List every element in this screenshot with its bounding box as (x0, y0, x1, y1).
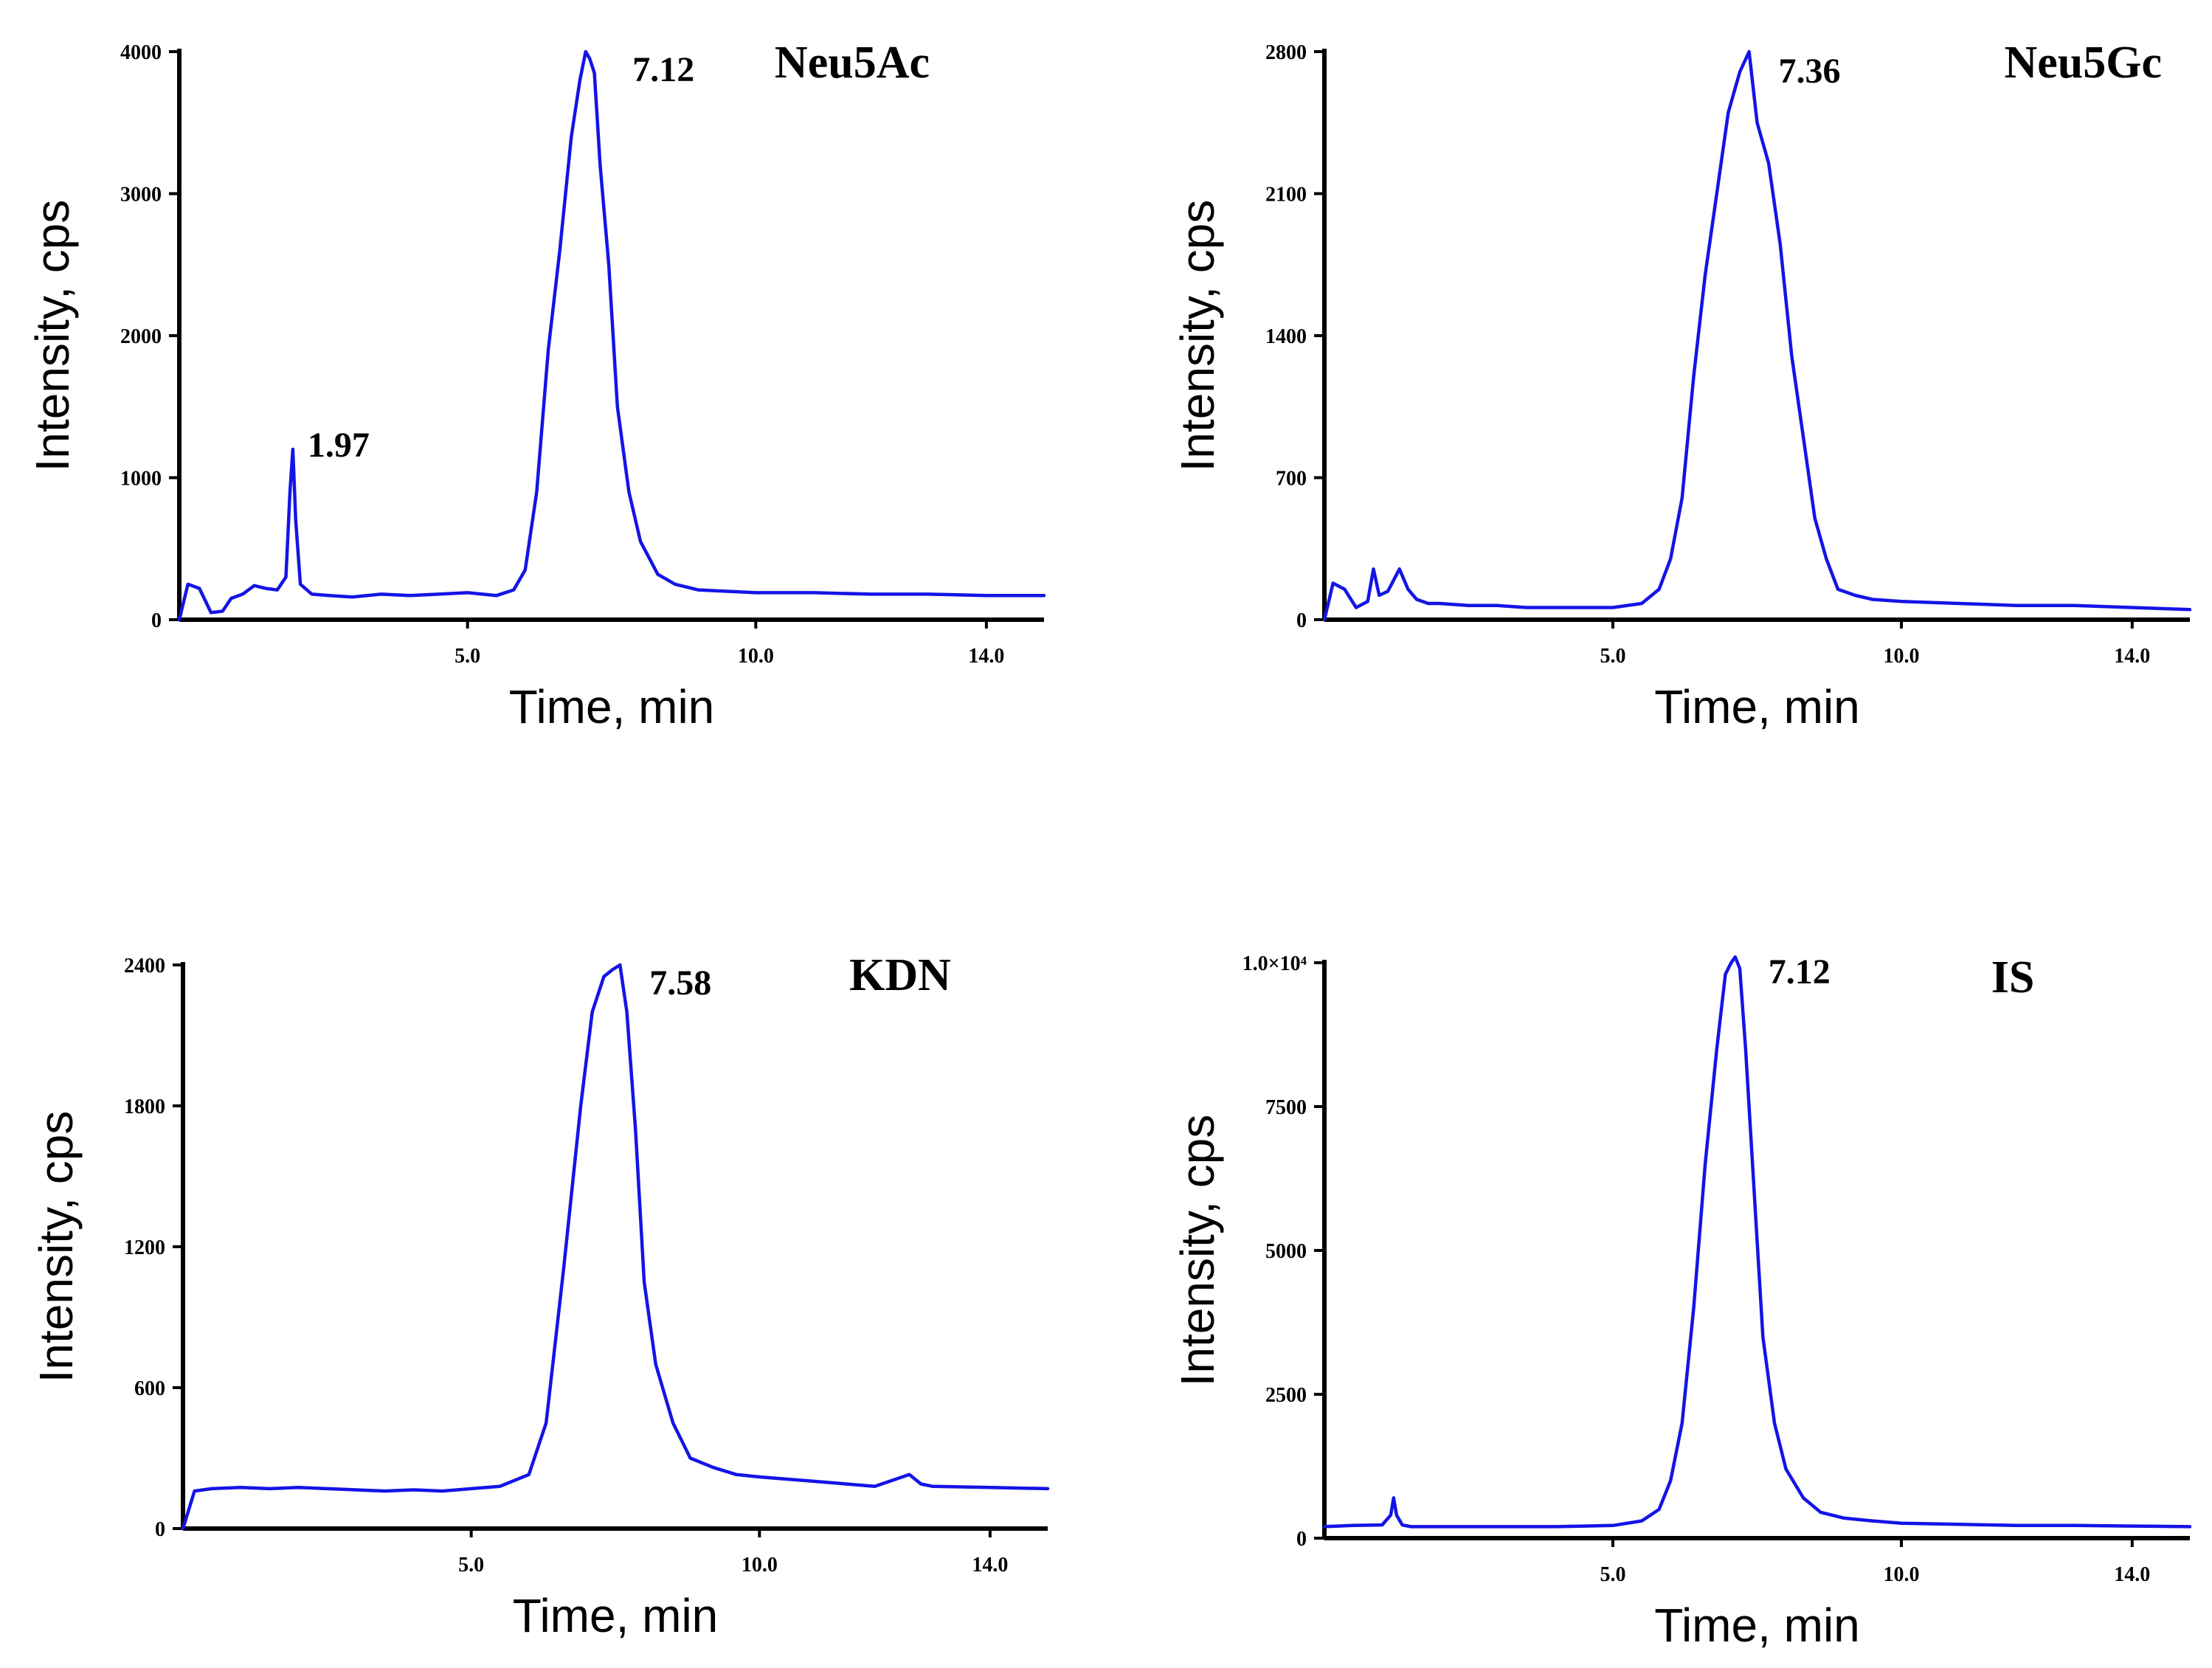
y-tick-label: 3000 (120, 184, 162, 207)
panel-title: Neu5Gc (2004, 38, 2162, 88)
x-axis-title: Time, min (1654, 680, 1860, 733)
peak-label: 7.12 (632, 50, 694, 89)
y-tick-label: 600 (134, 1377, 165, 1400)
x-tick-label: 5.0 (1600, 645, 1626, 668)
y-axis-title: Intensity, cps (1171, 1115, 1224, 1387)
y-tick-label: 1000 (120, 468, 162, 491)
peak-label: 7.12 (1769, 952, 1831, 992)
x-tick-label: 5.0 (455, 645, 480, 668)
series-line-neu5gc (1322, 49, 2192, 622)
y-tick-label: 4000 (120, 41, 162, 64)
y-tick-label: 700 (1276, 468, 1307, 491)
y-tick-label: 1400 (1265, 325, 1307, 348)
x-tick-label: 10.0 (738, 645, 774, 668)
x-tick-label: 5.0 (458, 1554, 484, 1577)
x-tick-label: 5.0 (1600, 1563, 1626, 1586)
y-tick-label: 2500 (1265, 1384, 1307, 1407)
x-tick-label: 10.0 (1884, 1563, 1920, 1586)
x-axis-title: Time, min (509, 680, 715, 733)
y-tick-label: 7500 (1265, 1096, 1307, 1119)
x-tick-label: 14.0 (2114, 645, 2150, 668)
y-tick-label: 0 (155, 1518, 165, 1541)
y-tick-label: 1.0×10⁴ (1242, 952, 1307, 975)
x-tick-label: 14.0 (972, 1554, 1008, 1577)
x-tick-label: 14.0 (968, 645, 1004, 668)
y-tick-label: 0 (151, 609, 162, 632)
y-axis-title: Intensity, cps (30, 1111, 83, 1383)
y-tick-label: 2000 (120, 325, 162, 348)
y-tick-label: 0 (1296, 609, 1307, 632)
y-tick-label: 2400 (124, 955, 165, 977)
y-tick-label: 5000 (1265, 1240, 1307, 1263)
y-tick-label: 0 (1296, 1528, 1307, 1551)
y-tick-label: 1800 (124, 1096, 165, 1118)
y-axis-title: Intensity, cps (1171, 200, 1224, 472)
x-axis-title: Time, min (513, 1589, 719, 1642)
x-tick-label: 14.0 (2114, 1563, 2150, 1586)
y-tick-label: 2100 (1265, 184, 1307, 207)
peak-label: 1.97 (308, 426, 370, 465)
x-tick-label: 10.0 (1884, 645, 1920, 668)
peak-label: 7.36 (1779, 52, 1841, 91)
panel-is: 0 2500 5000 7500 1.0×10⁴ 5.0 10.0 14.0 Time, min… (1171, 952, 2192, 1652)
series-line-is (1322, 955, 2192, 1529)
panel-title: Neu5Ac (775, 38, 930, 88)
series-line-kdn (181, 963, 1050, 1531)
y-axis-title: Intensity, cps (26, 200, 79, 472)
panel-neu5gc: 0 700 1400 2100 2800 5.0 10.0 14.0 Time, min Inte… (1171, 38, 2192, 733)
x-axis-title: Time, min (1654, 1599, 1860, 1652)
panel-kdn: 0 600 1200 1800 2400 5.0 10.0 14.0 Time, min Inte… (30, 950, 1050, 1642)
y-tick-label: 1200 (124, 1236, 165, 1259)
x-tick-label: 10.0 (742, 1554, 778, 1577)
panel-title: KDN (849, 950, 951, 1000)
panel-neu5ac: 0 1000 2000 3000 4000 5.0 10.0 14.0 Time, min Int… (26, 38, 1046, 733)
panel-title: IS (1991, 952, 2035, 1003)
peak-label: 7.58 (649, 963, 711, 1003)
series-line-neu5ac (177, 49, 1046, 622)
y-tick-label: 2800 (1265, 41, 1307, 64)
